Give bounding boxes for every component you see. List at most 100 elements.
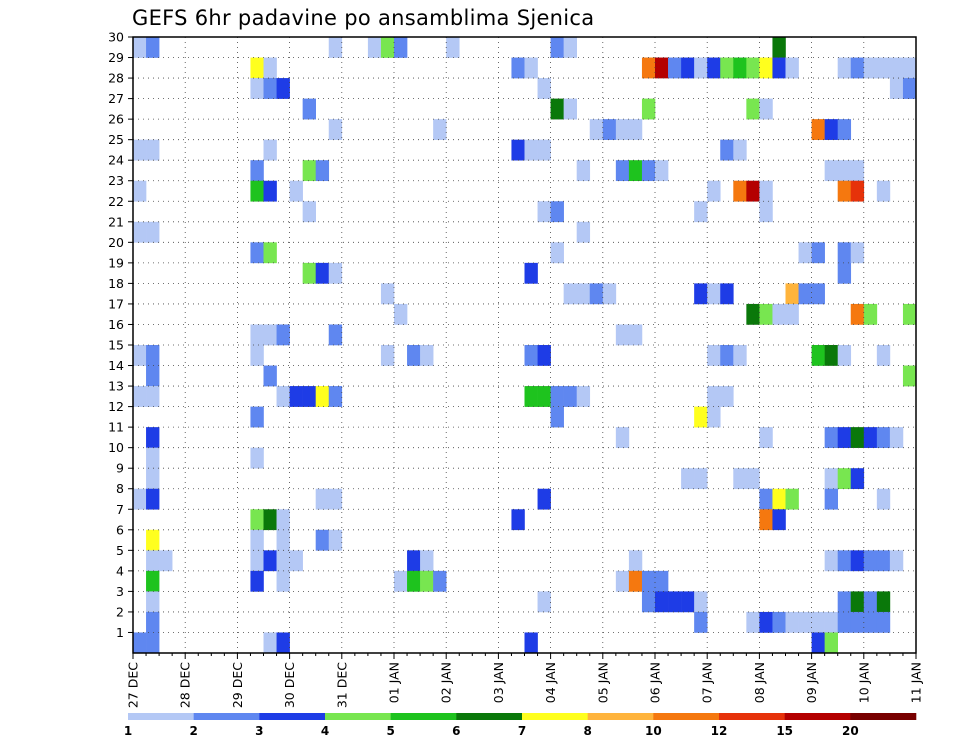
heatmap-cell [537, 488, 551, 510]
heatmap-cell [733, 468, 747, 490]
heatmap-cell [733, 345, 747, 366]
y-tick-label: 11 [108, 420, 124, 435]
y-tick-label: 27 [108, 91, 124, 106]
heatmap-cell [550, 201, 564, 223]
heatmap-cell [276, 632, 290, 654]
heatmap-cell [263, 324, 277, 346]
heatmap-cell [367, 37, 382, 58]
x-tick-label: 30 DEC [282, 662, 297, 708]
y-axis: 1234567891011121314151617181920212223242… [108, 30, 133, 640]
heatmap-cell [641, 98, 656, 120]
heatmap-cell [511, 57, 525, 79]
y-tick-label: 5 [116, 543, 124, 558]
color-legend: 1 2 3 4 5 6 7 8 10 12 15 20 [124, 713, 917, 738]
heatmap-cell [250, 324, 264, 346]
heatmap-cell [759, 509, 773, 531]
heatmap-cell [315, 488, 330, 510]
y-tick-label: 22 [108, 194, 124, 209]
heatmap-cell [146, 632, 160, 654]
heatmap-cell [563, 283, 577, 305]
heatmap-cell [133, 221, 147, 243]
heatmap-cell [263, 632, 277, 654]
heatmap-cell [146, 427, 160, 448]
legend-swatch [522, 713, 588, 720]
heatmap-cell [720, 345, 734, 366]
heatmap-cell [537, 386, 551, 407]
heatmap-cell [837, 160, 852, 182]
heatmap-cell [328, 262, 343, 284]
heatmap-cell [824, 632, 838, 654]
x-tick-label: 09 JAN [804, 662, 819, 703]
heatmap-cell [537, 591, 551, 613]
heatmap-cell [146, 139, 160, 161]
heatmap-cell [302, 386, 316, 407]
heatmap-cell [759, 303, 773, 325]
heatmap-cell [511, 509, 525, 531]
heatmap-cell [276, 529, 290, 551]
legend-swatch [128, 713, 194, 720]
heatmap-cell [759, 98, 773, 120]
heatmap-cell [133, 37, 147, 58]
heatmap-cell [694, 406, 708, 428]
heatmap-cell [146, 611, 160, 633]
legend-swatch [193, 713, 260, 720]
heatmap-cell [876, 591, 891, 613]
legend-swatch [259, 713, 326, 720]
heatmap-cell [250, 78, 264, 99]
heatmap-cell [446, 37, 460, 58]
heatmap-cell [394, 303, 408, 325]
heatmap-cell [250, 180, 264, 202]
heatmap-cell [759, 180, 773, 202]
legend-swatch [390, 713, 457, 720]
legend-swatch [456, 713, 523, 720]
heatmap-cell [707, 283, 721, 305]
y-tick-label: 6 [116, 522, 124, 537]
y-tick-label: 23 [108, 173, 124, 188]
heatmap-cell [902, 365, 917, 387]
heatmap-cell [407, 550, 421, 572]
y-tick-label: 13 [108, 379, 124, 394]
x-tick-label: 03 JAN [491, 662, 506, 703]
heatmap-cell [380, 283, 395, 305]
heatmap-cell [876, 345, 891, 366]
heatmap-cell [146, 570, 160, 592]
heatmap-cell [615, 160, 630, 182]
heatmap-cell [720, 139, 734, 161]
heatmap-cell [250, 447, 264, 469]
heatmap-cell [655, 57, 669, 79]
heatmap-cell [615, 119, 630, 140]
heatmap-cell [850, 180, 865, 202]
heatmap-cell [537, 201, 551, 223]
heatmap-cell [707, 406, 721, 428]
heatmap-cell [576, 283, 591, 305]
heatmap-cell [302, 160, 316, 182]
heatmap-cell [250, 242, 264, 264]
legend-swatch [587, 713, 654, 720]
heatmap-cell [681, 57, 695, 79]
x-tick-label: 11 JAN [909, 662, 924, 703]
heatmap-cell [759, 57, 773, 79]
legend-label: 7 [518, 724, 526, 738]
heatmap-cell [681, 468, 695, 490]
heatmap-cell [863, 591, 878, 613]
heatmap-cell [876, 611, 891, 633]
heatmap-cell [537, 78, 551, 99]
heatmap-cell [785, 57, 799, 79]
heatmap-cell [902, 57, 917, 79]
heatmap-cell [837, 591, 852, 613]
heatmap-cell [733, 180, 747, 202]
heatmap-cell [746, 57, 760, 79]
heatmap-cell [720, 386, 734, 407]
heatmap-cell [759, 201, 773, 223]
heatmap-cell [759, 611, 773, 633]
heatmap-cell [889, 550, 904, 572]
heatmap-cell [824, 345, 838, 366]
heatmap-cell [668, 57, 682, 79]
heatmap-cell [746, 180, 760, 202]
heatmap-cell [694, 283, 708, 305]
heatmap-cell [563, 386, 577, 407]
heatmap-cell [720, 283, 734, 305]
legend-label: 3 [255, 724, 263, 738]
legend-swatch [325, 713, 391, 720]
